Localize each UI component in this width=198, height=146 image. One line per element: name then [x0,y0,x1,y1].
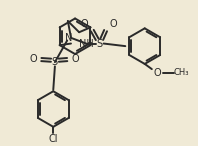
Text: O: O [109,19,117,29]
Text: N: N [65,33,72,43]
Text: O: O [154,68,161,78]
Text: O: O [71,54,79,64]
Text: Cl: Cl [49,134,58,144]
Text: CH₃: CH₃ [173,68,189,77]
Text: S: S [52,57,58,67]
Text: NH: NH [79,39,93,48]
Text: O: O [81,19,88,29]
Text: O: O [30,54,37,64]
Text: S: S [96,39,103,48]
